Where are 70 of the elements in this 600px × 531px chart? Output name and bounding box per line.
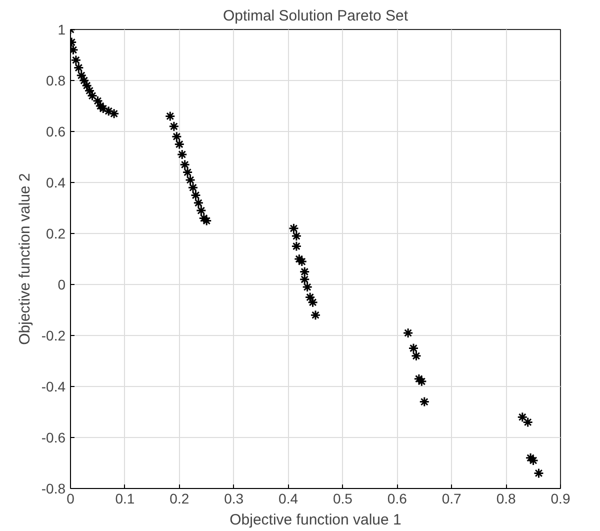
point: [294, 254, 304, 264]
y-tick-label: 1: [58, 22, 66, 38]
point: [182, 167, 193, 178]
point: [533, 468, 544, 478]
point: [95, 100, 106, 112]
point: [82, 80, 92, 91]
point: [73, 62, 84, 73]
point: [308, 297, 318, 308]
x-tick-label: 0.1: [115, 490, 135, 506]
point: [299, 274, 310, 285]
x-tick-label: 0.7: [442, 490, 462, 506]
point: [176, 149, 188, 160]
y-tick-label: -0.2: [41, 328, 66, 344]
point: [76, 70, 87, 81]
y-tick-label: 0.2: [46, 226, 66, 242]
point: [299, 266, 310, 277]
point: [190, 190, 201, 200]
x-axis-title: Objective function value 1: [230, 512, 402, 528]
point: [410, 350, 422, 362]
point: [174, 139, 185, 150]
point: [291, 241, 302, 252]
point: [302, 282, 313, 292]
point: [78, 75, 90, 86]
y-tick-label: -0.4: [41, 378, 66, 394]
x-tick-label: 0.2: [170, 490, 190, 506]
y-tick-label: 0: [58, 276, 66, 292]
y-tick-label: 0.6: [46, 124, 66, 140]
point: [180, 159, 190, 170]
chart-title: Optimal Solution Pareto Set: [222, 8, 409, 24]
x-tick-label: 0.3: [224, 490, 244, 506]
point: [288, 223, 299, 234]
y-tick-label: 0.8: [46, 72, 66, 88]
x-tick-label: 0.4: [278, 490, 298, 506]
point: [92, 96, 103, 106]
point: [188, 182, 198, 193]
x-tick-label: 0.6: [387, 490, 408, 506]
point: [414, 374, 424, 384]
y-tick-label: -0.6: [41, 430, 66, 446]
point: [522, 416, 534, 428]
point: [87, 90, 98, 102]
point: [416, 376, 427, 387]
y-axis-title: Objective function value 2: [16, 173, 34, 345]
point: [108, 108, 120, 119]
point: [296, 256, 308, 267]
point: [419, 396, 430, 408]
x-tick-label: 0.5: [332, 490, 353, 506]
point: [185, 174, 196, 186]
point: [408, 343, 419, 354]
point: [196, 205, 206, 216]
point: [291, 230, 302, 242]
y-tick-label: -0.8: [41, 480, 66, 496]
y-tick-label: 0.4: [46, 174, 66, 190]
point: [304, 292, 316, 302]
point: [164, 110, 176, 122]
x-tick-label: 0.8: [496, 490, 516, 506]
point: [103, 106, 114, 116]
point: [171, 131, 182, 142]
point: [528, 455, 539, 466]
point: [310, 310, 321, 320]
x-tick-label: 0.9: [550, 490, 570, 506]
point: [193, 198, 204, 208]
point: [201, 216, 212, 226]
point: [198, 212, 210, 224]
point: [525, 452, 536, 464]
point: [70, 54, 82, 66]
point: [84, 85, 95, 96]
point: [402, 328, 414, 338]
point: [168, 121, 180, 132]
point: [98, 103, 108, 114]
point: [517, 412, 528, 422]
